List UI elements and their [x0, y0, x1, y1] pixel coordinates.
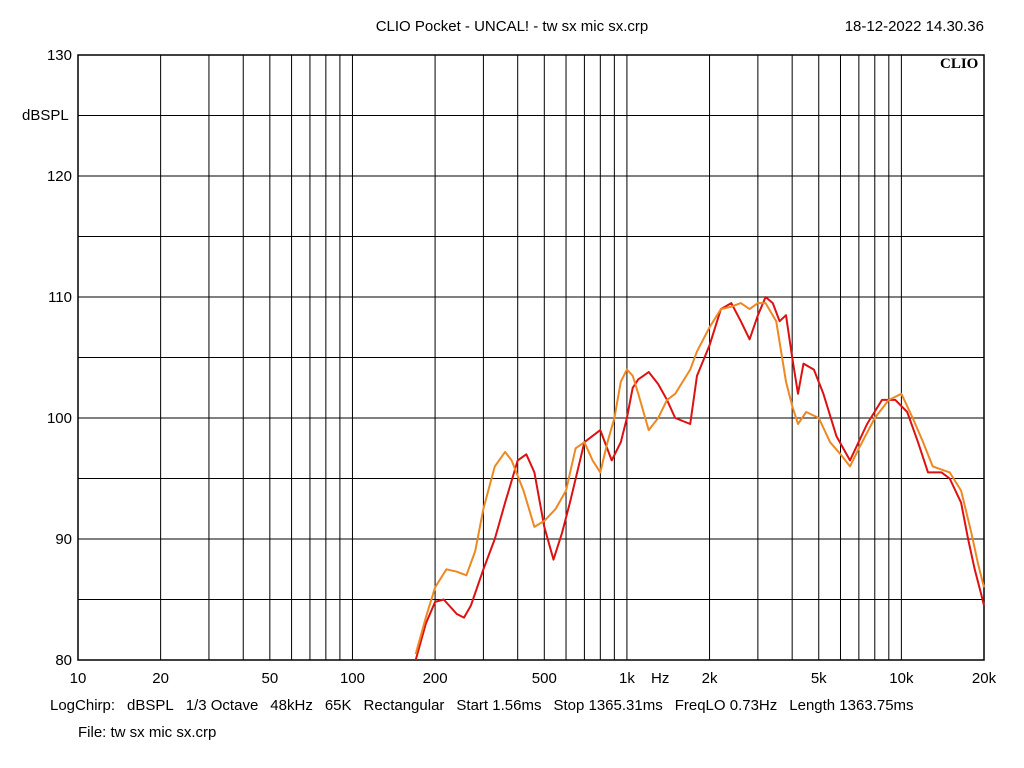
setting-item: 48kHz: [270, 697, 313, 714]
x-tick-label: 20k: [972, 670, 997, 687]
axis-ticks: 10 20 50 100 200 500 1k 2k 5k 10k 20k 80 90 100 110 120…: [47, 47, 997, 687]
series: [414, 296, 985, 661]
setting-item: dBSPL: [127, 697, 174, 714]
x-tick-label: 200: [423, 670, 448, 687]
x-tick-label: 100: [340, 670, 365, 687]
measurement-settings: LogChirp: dBSPL 1/3 Octave 48kHz 65K Rectangu…: [50, 697, 926, 714]
x-tick-label: 10: [70, 670, 87, 687]
y-axis-label: dBSPL: [22, 107, 69, 124]
setting-item: Stop 1365.31ms: [553, 697, 663, 714]
series-line: [414, 296, 985, 661]
setting-item: Rectangular: [363, 697, 445, 714]
x-tick-label: 1k: [619, 670, 635, 687]
x-tick-label: 20: [152, 670, 169, 687]
x-tick-label: 2k: [702, 670, 718, 687]
x-tick-label: 10k: [889, 670, 914, 687]
chart-title: CLIO Pocket - UNCAL! - tw sx mic sx.crp: [375, 18, 649, 35]
setting-item: 1/3 Octave: [185, 697, 259, 714]
y-tick-label: 130: [47, 47, 72, 64]
x-axis-label: Hz: [651, 670, 669, 687]
setting-item: LogChirp:: [50, 697, 116, 714]
x-tick-label: 5k: [811, 670, 827, 687]
file-name: File: tw sx mic sx.crp: [78, 724, 217, 741]
y-tick-label: 90: [55, 531, 72, 548]
grid: [77, 54, 985, 661]
datetime-label: 18-12-2022 14.30.36: [844, 18, 984, 35]
setting-item: 65K: [324, 697, 352, 714]
x-tick-label: 50: [261, 670, 278, 687]
setting-item: Length 1363.75ms: [789, 697, 914, 714]
y-tick-label: 120: [47, 168, 72, 185]
series-line: [414, 302, 985, 655]
setting-item: Start 1.56ms: [456, 697, 542, 714]
y-tick-label: 80: [55, 652, 72, 669]
y-tick-label: 100: [47, 410, 72, 427]
setting-item: FreqLO 0.73Hz: [674, 697, 778, 714]
clio-logo: CLIO: [940, 56, 978, 72]
plot-frame: [77, 54, 985, 661]
x-tick-label: 500: [532, 670, 557, 687]
y-tick-label: 110: [48, 289, 72, 306]
